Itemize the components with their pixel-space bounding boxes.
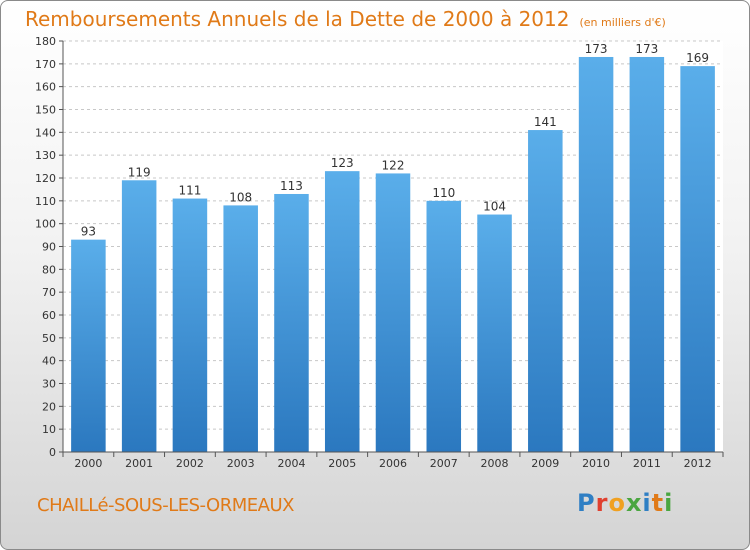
data-label: 141 [534, 115, 557, 129]
y-tick-label: 0 [49, 446, 56, 459]
bar [528, 130, 563, 453]
x-tick-label: 2005 [328, 457, 356, 470]
data-label: 169 [686, 51, 709, 65]
y-tick-label: 40 [42, 355, 56, 368]
data-labels: 93 119 111 108 113 123 122 110 104 141 173 173 169 [81, 42, 709, 239]
y-tick-label: 130 [35, 149, 56, 162]
data-label: 111 [178, 184, 201, 198]
data-label: 113 [280, 179, 303, 193]
logo-letter: i [664, 489, 674, 517]
bar [121, 180, 157, 453]
y-tick-label: 120 [35, 172, 56, 185]
data-label: 108 [229, 190, 252, 204]
data-label: 122 [382, 158, 405, 172]
y-tick-label: 80 [42, 263, 56, 276]
data-label: 123 [331, 156, 354, 170]
chart-title-text: Remboursements Annuels de la Dette de 20… [25, 7, 570, 31]
bar [375, 173, 411, 452]
y-tick-label: 20 [42, 400, 56, 413]
bar [274, 193, 309, 452]
bar [324, 171, 360, 452]
y-tick-label: 100 [35, 218, 56, 231]
x-tick-label: 2012 [684, 457, 712, 470]
chart-title: Remboursements Annuels de la Dette de 20… [25, 7, 666, 31]
logo-letter: P [577, 489, 596, 517]
bar [223, 205, 258, 452]
bar [477, 214, 512, 452]
x-tick-label: 2002 [176, 457, 204, 470]
y-tick-label: 30 [42, 378, 56, 391]
y-tick-label: 180 [35, 35, 56, 48]
bar [71, 239, 106, 452]
bar [680, 66, 715, 452]
y-tick-label: 160 [35, 81, 56, 94]
y-tick-label: 170 [35, 58, 56, 71]
x-axis-ticks: 2000 2001 2002 2003 2004 2005 2006 2007 2008 2009… [62, 452, 724, 470]
data-label: 173 [585, 42, 608, 56]
bar [172, 198, 208, 452]
y-tick-label: 140 [35, 126, 56, 139]
bar-series [71, 56, 715, 453]
logo-letter: o [608, 489, 626, 517]
y-tick-label: 90 [42, 241, 56, 254]
bar [629, 56, 665, 452]
data-label: 110 [432, 186, 455, 200]
y-tick-label: 70 [42, 286, 56, 299]
y-tick-label: 50 [42, 332, 56, 345]
y-tick-label: 10 [42, 423, 56, 436]
logo-letter: x [625, 489, 643, 517]
x-tick-label: 2010 [582, 457, 610, 470]
place-name: CHAILLé-SOUS-LES-ORMEAUX [37, 495, 294, 516]
bar [578, 56, 614, 452]
x-tick-label: 2001 [125, 457, 153, 470]
x-tick-label: 2000 [74, 457, 102, 470]
x-tick-label: 2011 [633, 457, 661, 470]
y-tick-label: 110 [35, 195, 56, 208]
x-tick-label: 2006 [379, 457, 407, 470]
logo-letter: t [651, 489, 665, 517]
logo-letter: i [642, 489, 652, 517]
chart-subtitle: (en milliers d'€) [579, 16, 666, 29]
x-tick-label: 2009 [531, 457, 559, 470]
data-label: 93 [81, 225, 96, 239]
data-label: 119 [128, 165, 151, 179]
x-tick-label: 2008 [481, 457, 509, 470]
y-tick-label: 150 [35, 104, 56, 117]
logo-letter: r [595, 489, 609, 517]
data-label: 104 [483, 200, 506, 214]
y-axis-ticks: 0 10 20 30 40 50 60 70 80 90 100 110 120 130 140 150 160… [35, 35, 63, 459]
data-label: 173 [635, 42, 658, 56]
x-tick-label: 2003 [227, 457, 255, 470]
y-tick-label: 60 [42, 309, 56, 322]
bar [426, 200, 462, 452]
proxiti-logo: Proxiti [577, 489, 673, 517]
x-tick-label: 2004 [277, 457, 305, 470]
x-tick-label: 2007 [430, 457, 458, 470]
